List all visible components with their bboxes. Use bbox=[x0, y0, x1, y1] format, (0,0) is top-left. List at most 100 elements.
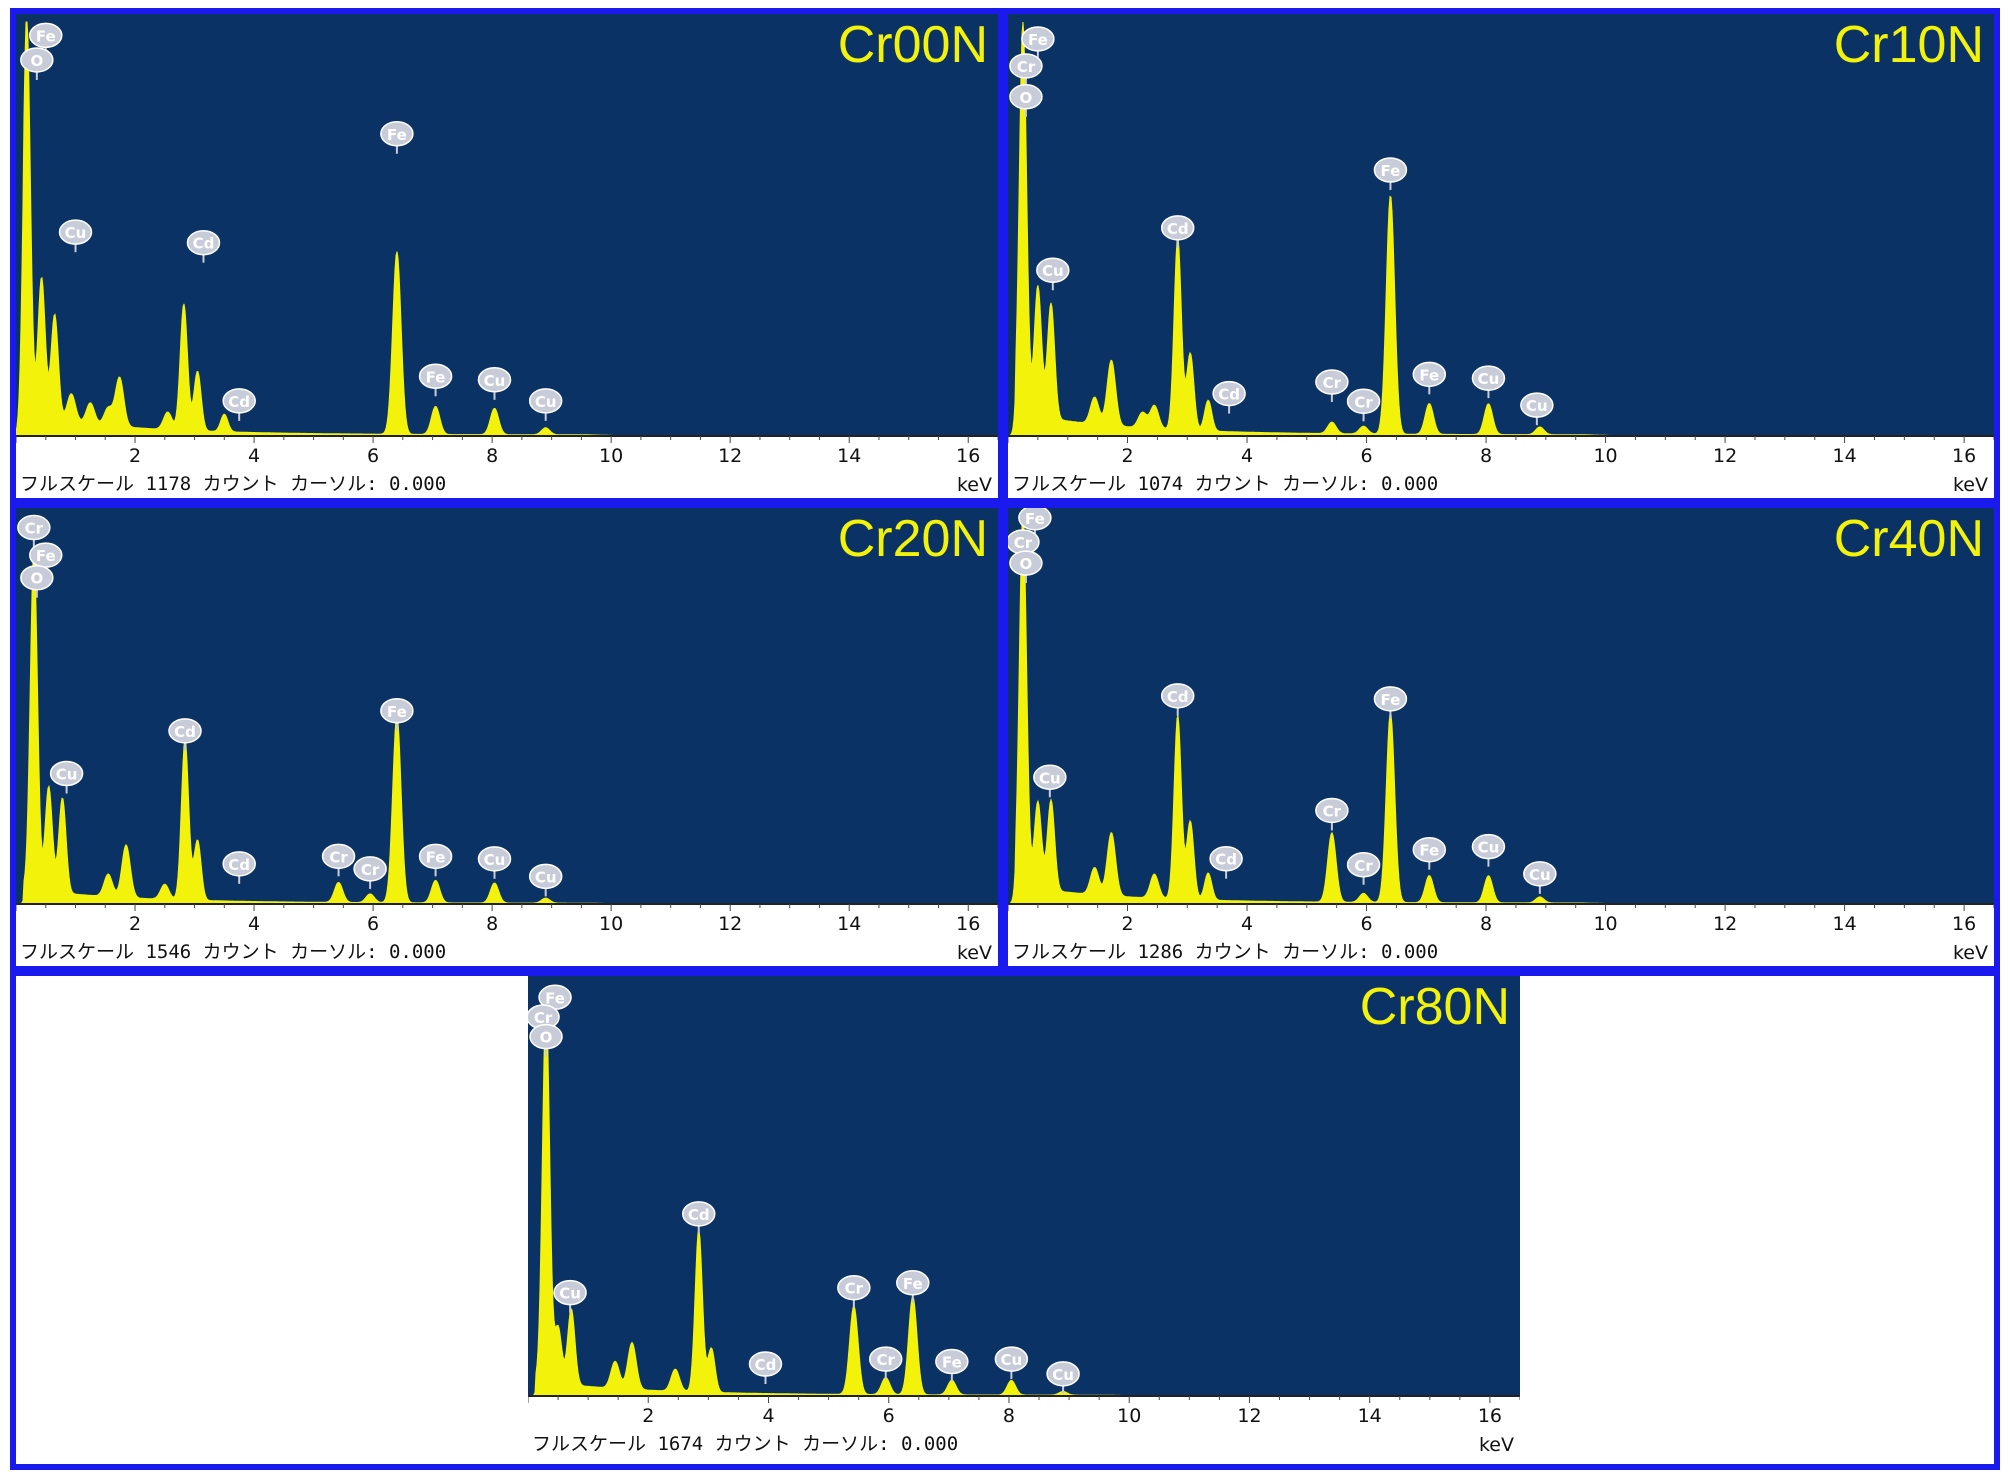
peak-label-cr: Cr bbox=[837, 1274, 871, 1308]
x-tick-label: 10 bbox=[599, 913, 623, 935]
svg-text:Cd: Cd bbox=[1167, 688, 1189, 706]
svg-text:Cd: Cd bbox=[193, 235, 215, 253]
peak-label-o: O bbox=[529, 1023, 563, 1057]
x-tick-label: 2 bbox=[1121, 913, 1133, 935]
x-tick-label: 8 bbox=[486, 913, 498, 935]
peak-label-cr: Cr bbox=[1346, 852, 1381, 885]
svg-text:Cu: Cu bbox=[56, 765, 78, 783]
svg-text:Fe: Fe bbox=[36, 547, 56, 565]
x-axis-unit: keV bbox=[956, 942, 992, 964]
x-tick-label: 6 bbox=[367, 913, 379, 935]
panel-title: Cr10N bbox=[1834, 16, 1984, 74]
peak-label-cr: Cr bbox=[17, 514, 51, 548]
spectrum-panel-cr80n: Fe Cr O Cu Cd Cd Cr Cr Fe Fe Cu Cu 2 4 6 8 10 12 14 16 Cr80N… bbox=[528, 976, 1520, 1458]
svg-text:Cd: Cd bbox=[755, 1356, 777, 1374]
x-axis-unit: keV bbox=[956, 474, 992, 496]
svg-text:Cr: Cr bbox=[1354, 857, 1373, 875]
x-tick-label: 14 bbox=[837, 445, 861, 467]
svg-text:Fe: Fe bbox=[387, 126, 407, 144]
svg-text:Fe: Fe bbox=[1028, 31, 1048, 49]
svg-text:O: O bbox=[1020, 89, 1033, 107]
x-tick-label: 16 bbox=[1952, 913, 1976, 935]
svg-text:Cd: Cd bbox=[1215, 851, 1237, 869]
spectrum-footer: フルスケール 1546 カウント カーソル: 0.000 bbox=[20, 941, 447, 963]
peak-label-cu: Cu bbox=[1033, 764, 1067, 798]
svg-text:Cu: Cu bbox=[535, 393, 557, 411]
x-tick-label: 8 bbox=[1480, 445, 1492, 467]
x-tick-label: 16 bbox=[1478, 1405, 1502, 1427]
peak-label-fe: Fe bbox=[418, 843, 453, 877]
x-tick-label: 8 bbox=[1480, 913, 1492, 935]
peak-label-fe: Fe bbox=[380, 121, 414, 154]
peak-label-cd: Cd bbox=[1160, 683, 1195, 716]
svg-text:O: O bbox=[30, 52, 43, 70]
x-tick-label: 12 bbox=[1713, 913, 1737, 935]
peak-label-o: O bbox=[1009, 84, 1043, 117]
peak-label-cu: Cu bbox=[553, 1279, 587, 1313]
x-tick-label: 2 bbox=[1121, 445, 1133, 467]
x-tick-label: 16 bbox=[1952, 445, 1976, 467]
peak-label-cu: Cu bbox=[528, 388, 563, 421]
svg-text:Fe: Fe bbox=[903, 1275, 923, 1293]
spectrum-svg: Fe Cr O Cu Cd Cd Cr Cr Fe Fe Cu Cu 2 4 6 8 10 12 14 16 Cr80N bbox=[528, 976, 1520, 1427]
peak-label-cd: Cd bbox=[168, 718, 202, 751]
peak-label-fe: Fe bbox=[1018, 508, 1052, 538]
svg-text:Cu: Cu bbox=[484, 851, 506, 869]
x-tick-label: 16 bbox=[956, 445, 980, 467]
svg-text:Fe: Fe bbox=[942, 1354, 962, 1372]
peak-label-cu: Cu bbox=[1046, 1361, 1080, 1394]
peak-label-fe: Fe bbox=[1412, 361, 1447, 395]
svg-text:Cd: Cd bbox=[228, 856, 250, 874]
x-axis-unit: keV bbox=[1952, 474, 1988, 496]
x-tick-label: 12 bbox=[718, 913, 742, 935]
peak-label-o: O bbox=[20, 564, 54, 598]
svg-text:Cu: Cu bbox=[1001, 1351, 1023, 1369]
panel-title: Cr00N bbox=[838, 16, 988, 74]
peak-label-cu: Cu bbox=[528, 863, 563, 897]
svg-text:Cr: Cr bbox=[877, 1351, 896, 1369]
peak-label-cd: Cd bbox=[1209, 845, 1243, 879]
x-tick-label: 2 bbox=[129, 445, 141, 467]
spectrum-panel-cr00n: Fe O Cu Cd Cd Fe Fe Cu Cu 2 4 6 8 10 12 14 16 Cr00N フルスケー… bbox=[16, 14, 998, 498]
panel-title: Cr20N bbox=[838, 510, 988, 568]
x-tick-label: 2 bbox=[129, 913, 141, 935]
peak-label-cu: Cu bbox=[58, 219, 93, 253]
x-tick-label: 6 bbox=[1360, 913, 1372, 935]
svg-text:Cd: Cd bbox=[174, 723, 196, 741]
spectrum-footer: フルスケール 1178 カウント カーソル: 0.000 bbox=[20, 473, 447, 495]
svg-text:Cd: Cd bbox=[688, 1206, 710, 1224]
peak-label-fe: Fe bbox=[538, 984, 572, 1018]
x-tick-label: 14 bbox=[837, 913, 861, 935]
spectrum-panel-cr10n: Fe Cr O Cu Cd Cd Cr Cr Fe Fe Cu Cu 2 4 6 8 10 12 14 16 Cr10N… bbox=[1008, 14, 1994, 498]
peak-label-cd: Cd bbox=[222, 851, 256, 884]
svg-text:Cr: Cr bbox=[534, 1009, 553, 1027]
x-tick-label: 8 bbox=[1003, 1405, 1015, 1427]
peak-label-cr: Cr bbox=[1346, 388, 1381, 422]
svg-text:Fe: Fe bbox=[1381, 162, 1401, 180]
x-tick-label: 6 bbox=[367, 445, 379, 467]
peak-label-fe: Fe bbox=[380, 698, 414, 731]
peak-label-o: O bbox=[1009, 550, 1043, 584]
peak-label-fe: Fe bbox=[896, 1270, 930, 1303]
x-tick-label: 14 bbox=[1833, 445, 1857, 467]
svg-text:Cu: Cu bbox=[1052, 1366, 1074, 1384]
plot-background bbox=[528, 976, 1520, 1396]
peak-label-cu: Cu bbox=[1523, 861, 1557, 894]
svg-text:Cu: Cu bbox=[484, 372, 506, 390]
x-tick-label: 8 bbox=[486, 445, 498, 467]
x-tick-label: 10 bbox=[1593, 445, 1617, 467]
svg-text:Cu: Cu bbox=[1526, 397, 1548, 415]
spectrum-panel-cr20n: Cr Fe O Cu Cd Cd Cr Cr Fe Fe Cu Cu 2 4 6 8 10 12 14 16 Cr20N… bbox=[16, 508, 998, 966]
x-tick-label: 6 bbox=[883, 1405, 895, 1427]
peak-label-fe: Fe bbox=[1021, 26, 1055, 59]
x-tick-label: 10 bbox=[1593, 913, 1617, 935]
peak-label-cr: Cr bbox=[1315, 797, 1349, 831]
svg-text:Fe: Fe bbox=[426, 848, 446, 866]
svg-text:Fe: Fe bbox=[36, 27, 56, 45]
x-tick-label: 4 bbox=[1241, 445, 1253, 467]
svg-text:Cr: Cr bbox=[329, 848, 348, 866]
peak-label-cu: Cu bbox=[477, 846, 512, 879]
peak-label-cr: Cr bbox=[868, 1346, 903, 1380]
svg-text:Cu: Cu bbox=[1478, 839, 1500, 857]
spectrum-svg: Cr Fe O Cu Cd Cd Cr Cr Fe Fe Cu Cu 2 4 6 8 10 12 14 16 Cr20N bbox=[16, 508, 998, 935]
